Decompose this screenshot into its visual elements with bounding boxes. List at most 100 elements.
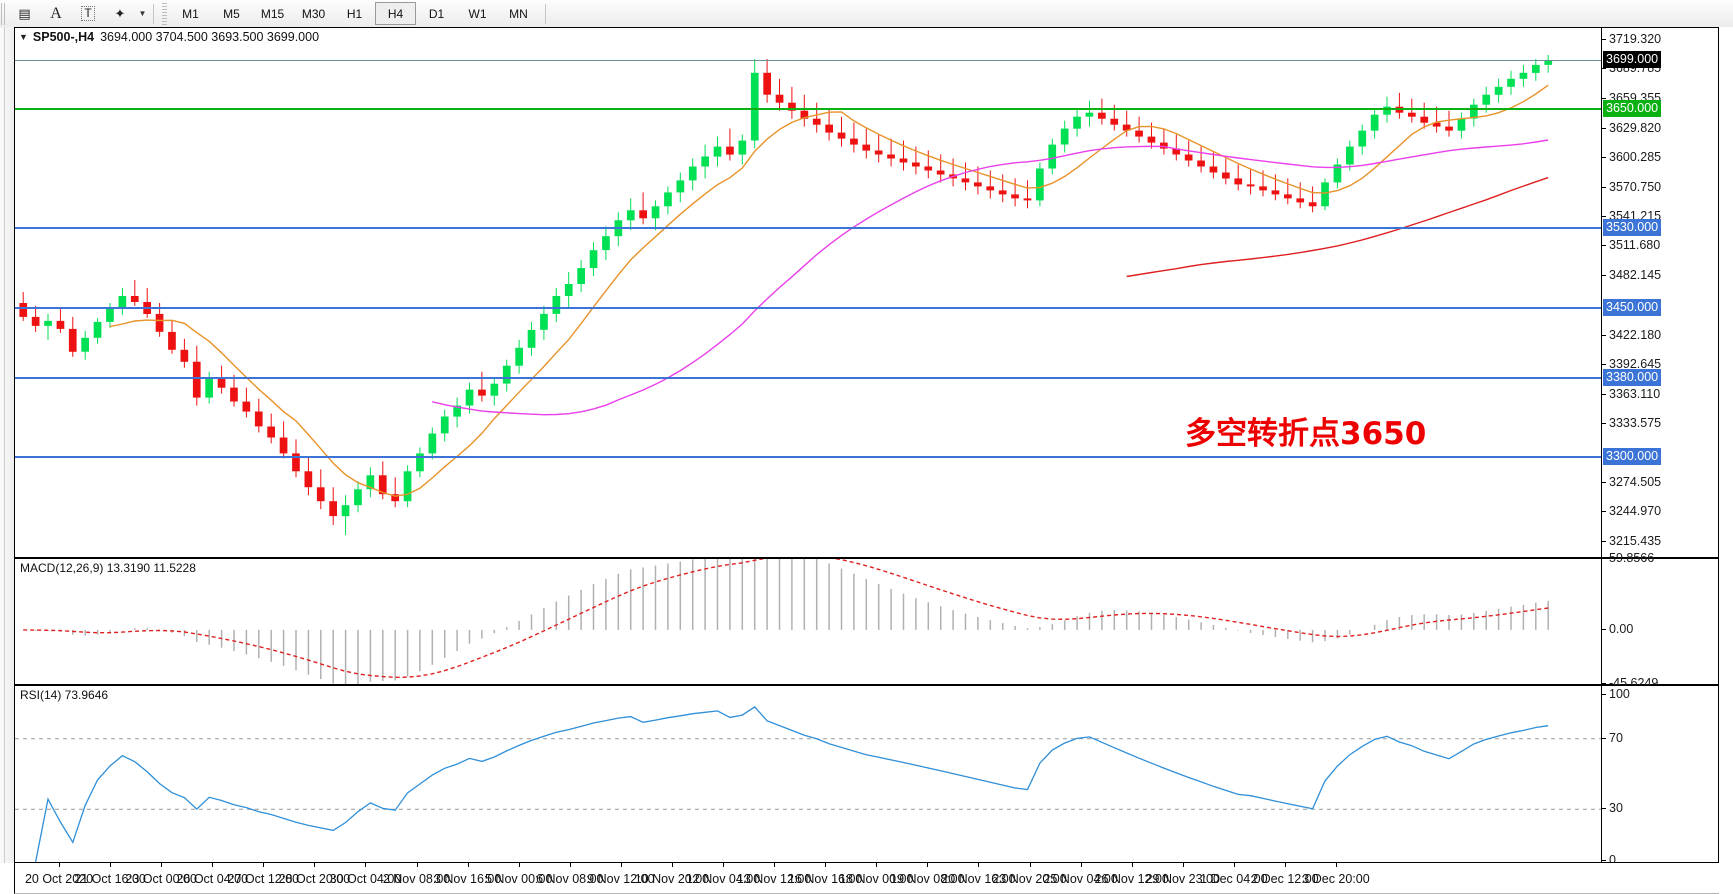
time-tick (416, 863, 418, 867)
macd-label: MACD(12,26,9) 13.3190 11.5228 (20, 561, 196, 575)
time-tick (365, 863, 367, 867)
rsi-indicator-panel[interactable]: RSI(14) 73.9646 100 70 30 0 (14, 685, 1719, 867)
time-tick (467, 863, 469, 867)
chart-template-icon[interactable]: ▤ (18, 6, 30, 21)
time-tick (723, 863, 725, 867)
time-axis-label: 29 Nov 23:00 (1145, 872, 1220, 886)
time-axis-label: 3 Nov 16:00 (433, 872, 502, 886)
price-tick-label: 3422.180 (1609, 327, 1662, 342)
price-tick-label: 3363.110 (1609, 386, 1661, 401)
time-axis-label: 18 Nov 00:00 (839, 872, 914, 886)
time-axis-label: 2 Dec 12:00 (1251, 872, 1319, 886)
time-tick (263, 863, 265, 867)
time-axis-label: 1 Dec 04:00 (1200, 872, 1268, 886)
time-axis-label: 3 Dec 20:00 (1302, 872, 1370, 886)
time-tick (1182, 863, 1184, 867)
time-axis-label: 25 Nov 04:00 (1043, 872, 1118, 886)
price-level-line[interactable] (15, 456, 1601, 459)
price-y-axis[interactable]: 3719.320 3689.785 3659.355 3629.820 3600.285… (1601, 28, 1718, 557)
macd-plot-area[interactable] (15, 559, 1601, 684)
price-tick-label: 3629.820 (1609, 120, 1662, 135)
price-level-line[interactable] (15, 227, 1601, 230)
rsi-plot-area[interactable] (15, 686, 1601, 862)
time-axis-label: 26 Oct 04:00 (176, 872, 249, 886)
price-level-badge[interactable]: 3300.000 (1603, 448, 1662, 466)
timeframe-h1[interactable]: H1 (346, 6, 363, 21)
rsi-y-axis[interactable]: 100 70 30 0 (1601, 686, 1718, 867)
chart-ohlc-values: 3694.000 3704.500 3693.500 3699.000 (100, 30, 320, 44)
time-axis-label: 16 Nov 16:00 (788, 872, 863, 886)
time-tick (1233, 863, 1235, 867)
macd-y-axis[interactable]: 59.8566 0.00 -45.6249 (1601, 551, 1718, 690)
time-tick (1131, 863, 1133, 867)
price-tick-label: 3482.145 (1609, 267, 1662, 282)
timeframe-h4[interactable]: H4 (375, 2, 416, 25)
time-axis-label: 20 Nov 16:00 (941, 872, 1016, 886)
price-tick-label: 3570.750 (1609, 179, 1662, 194)
time-axis-label: 5 Nov 00:00 (485, 872, 553, 886)
time-tick (59, 863, 60, 867)
chart-annotation-text: 多空转折点3650 (1185, 416, 1427, 452)
time-axis-label: 30 Oct 04:00 (329, 872, 402, 886)
collapse-triangle-icon[interactable]: ▼ (19, 32, 28, 42)
time-axis-label: 2 Nov 08:00 (382, 872, 451, 886)
timeframe-m5[interactable]: M5 (223, 6, 240, 21)
time-axis-label: 23 Nov 20:00 (992, 872, 1067, 886)
price-level-badge[interactable]: 3530.000 (1603, 219, 1662, 237)
price-chart-panel[interactable]: ▼ SP500-,H4 3694.000 3704.500 3693.500 3… (14, 27, 1719, 558)
time-axis-label: 6 Nov 08:00 (536, 872, 604, 886)
chart-workspace: ▼ SP500-,H4 3694.000 3704.500 3693.500 3… (0, 27, 1733, 894)
time-axis-label: 21 Oct 16:00 (74, 872, 146, 886)
time-tick (314, 863, 316, 867)
text-object-icon[interactable]: T (72, 1, 104, 26)
price-tick-label: 3215.435 (1609, 533, 1662, 548)
left-frame-handle[interactable] (0, 27, 15, 863)
chart-header: ▼ SP500-,H4 3694.000 3704.500 3693.500 3… (19, 30, 319, 44)
price-tick-label: 3244.970 (1609, 504, 1662, 519)
time-tick (978, 863, 980, 867)
time-axis-label: 19 Nov 08:00 (890, 872, 965, 886)
time-axis-label: 28 Oct 20:00 (278, 872, 351, 886)
indicators-icon[interactable]: ✦ (114, 5, 126, 21)
price-plot-area[interactable] (15, 28, 1601, 557)
price-level-line[interactable] (15, 306, 1601, 309)
time-tick (1029, 863, 1031, 867)
timeframe-group: M1 M5 M15 M30 H1 H4 D1 W1 MN (170, 2, 539, 25)
timeframe-drag-handle[interactable] (162, 2, 167, 25)
dropdown-arrow-icon[interactable]: ▼ (138, 9, 147, 18)
timeframe-m1[interactable]: M1 (182, 6, 199, 21)
toolbar-drag-handle[interactable] (1, 2, 6, 25)
chart-symbol-label: SP500-,H4 (32, 30, 95, 44)
time-tick (1284, 863, 1286, 867)
time-tick (212, 863, 214, 867)
price-level-badge[interactable]: 3650.000 (1603, 99, 1662, 117)
price-level-line[interactable] (15, 376, 1601, 379)
timeframe-w1[interactable]: W1 (468, 6, 487, 21)
timeframe-m30[interactable]: M30 (301, 6, 326, 21)
rsi-tick-label: 100 (1609, 687, 1630, 701)
last-price-line (15, 59, 1601, 61)
time-axis-label: 23 Oct 00:00 (125, 872, 197, 886)
time-x-axis[interactable]: 20 Oct 2020 21 Oct 16:00 23 Oct 00:00 26 Oc… (14, 863, 1719, 894)
price-tick-label: 3274.505 (1609, 474, 1662, 489)
price-level-badge[interactable]: 3380.000 (1603, 368, 1662, 386)
time-tick (569, 863, 571, 867)
time-tick (161, 863, 163, 867)
text-label-icon[interactable]: A (50, 4, 62, 22)
time-axis-label: 20 Oct 2020 (24, 872, 94, 886)
macd-indicator-panel[interactable]: MACD(12,26,9) 13.3190 11.5228 59.8566 0.0… (14, 551, 1719, 690)
time-axis-label: 27 Oct 12:00 (227, 872, 300, 886)
macd-tick-label: 0.00 (1609, 621, 1634, 636)
price-tick-label: 3392.645 (1609, 357, 1662, 372)
macd-tick-label: 59.8566 (1609, 551, 1655, 565)
price-level-badge[interactable]: 3450.000 (1603, 298, 1662, 316)
last-price-badge: 3699.000 (1603, 50, 1662, 68)
price-tick-label: 3600.285 (1609, 150, 1662, 165)
price-level-line[interactable] (15, 107, 1601, 110)
timeframe-mn[interactable]: MN (509, 6, 528, 21)
time-tick (518, 863, 520, 867)
timeframe-d1[interactable]: D1 (428, 6, 445, 21)
time-tick (825, 863, 827, 867)
time-tick (620, 863, 622, 867)
timeframe-m15[interactable]: M15 (260, 6, 285, 21)
